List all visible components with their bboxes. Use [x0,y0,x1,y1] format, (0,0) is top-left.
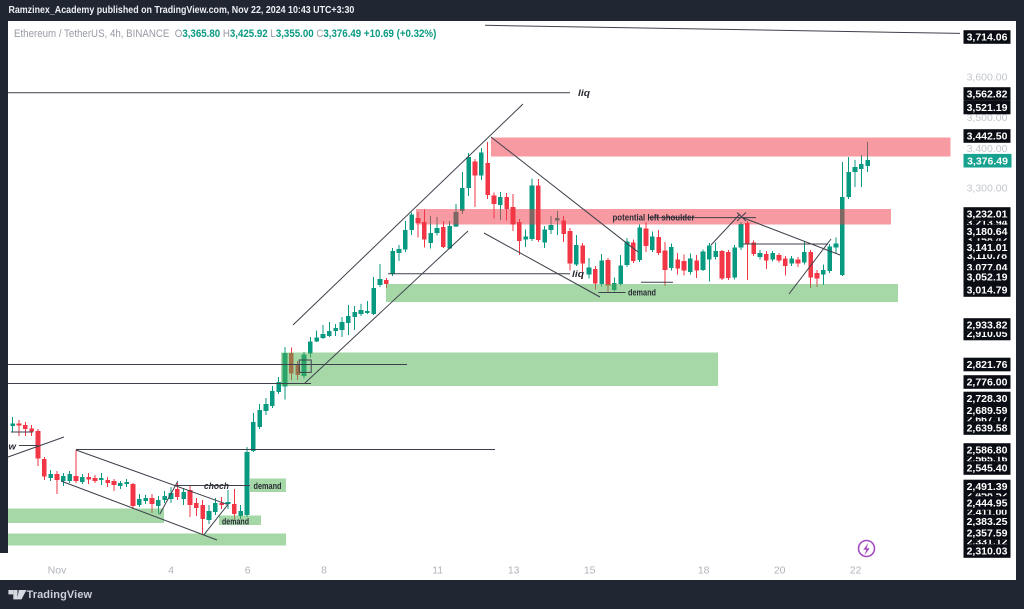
svg-text:3,300.00: 3,300.00 [967,182,1008,194]
svg-text:13: 13 [508,565,520,577]
svg-text:3,400.00: 3,400.00 [967,143,1008,155]
svg-text:18: 18 [698,565,710,577]
svg-text:liq: liq [572,269,584,280]
svg-text:demand: demand [628,288,656,299]
svg-text:6: 6 [245,565,251,577]
svg-text:3,014.79: 3,014.79 [967,285,1008,297]
svg-text:2,821.76: 2,821.76 [967,359,1008,371]
svg-text:3,052.19: 3,052.19 [967,272,1008,284]
svg-text:2,728.30: 2,728.30 [967,393,1008,405]
svg-text:3,500.00: 3,500.00 [967,112,1008,124]
svg-text:2,491.39: 2,491.39 [967,481,1008,493]
svg-text:3,562.82: 3,562.82 [967,89,1008,101]
svg-text:2,310.03: 2,310.03 [967,546,1008,558]
svg-text:2,933.82: 2,933.82 [967,320,1008,332]
svg-text:4: 4 [168,565,174,577]
svg-text:3,376.49: 3,376.49 [967,155,1008,167]
svg-text:2,444.95: 2,444.95 [967,498,1008,510]
svg-text:15: 15 [584,565,596,577]
svg-text:2,586.80: 2,586.80 [967,445,1008,457]
svg-text:demand: demand [254,481,282,492]
svg-text:liq: liq [578,88,590,99]
svg-text:demand: demand [222,516,249,527]
svg-text:3,232.01: 3,232.01 [967,209,1008,221]
svg-text:3,600.00: 3,600.00 [967,72,1008,84]
svg-text:3,180.64: 3,180.64 [967,226,1008,238]
svg-text:2,545.40: 2,545.40 [967,463,1008,475]
svg-text:2,689.59: 2,689.59 [967,405,1008,417]
svg-text:2,383.25: 2,383.25 [967,516,1008,528]
svg-text:11: 11 [432,565,443,577]
svg-text:choch: choch [204,481,229,492]
svg-text:20: 20 [774,565,786,577]
svg-text:8: 8 [321,565,327,577]
svg-text:22: 22 [850,565,862,577]
svg-text:low: low [0,441,17,452]
svg-text:potential left shoulder: potential left shoulder [613,213,695,224]
svg-text:2,776.00: 2,776.00 [967,377,1008,389]
svg-text:3,442.50: 3,442.50 [967,131,1008,143]
svg-text:3,141.01: 3,141.01 [967,242,1008,254]
svg-text:Nov: Nov [48,565,67,577]
svg-text:3,714.06: 3,714.06 [967,32,1008,44]
svg-text:2,639.58: 2,639.58 [967,423,1008,435]
svg-text:3,521.19: 3,521.19 [967,102,1008,114]
svg-text:2,357.59: 2,357.59 [967,528,1008,540]
